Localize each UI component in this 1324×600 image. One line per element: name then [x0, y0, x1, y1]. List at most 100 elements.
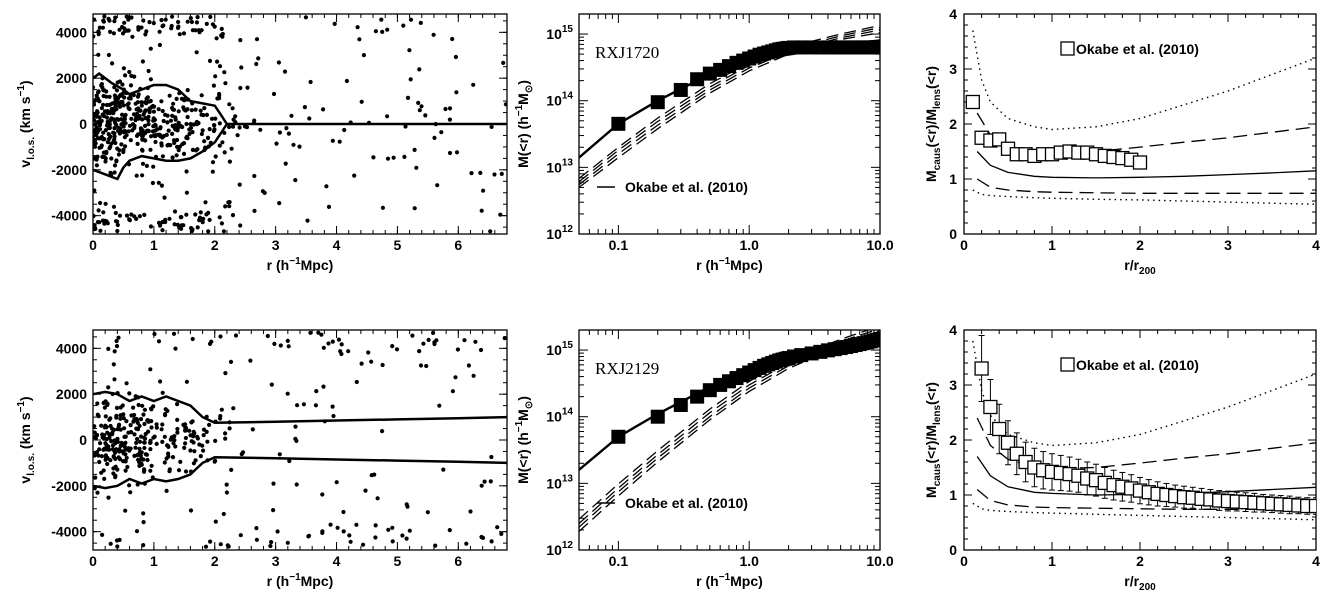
galaxy-point: [181, 141, 187, 146]
galaxy-point: [226, 544, 231, 549]
galaxy-point: [408, 17, 414, 22]
galaxy-point: [97, 136, 102, 141]
galaxy-point: [189, 439, 194, 444]
galaxy-point: [103, 159, 108, 164]
x-tick-label: 0: [960, 237, 968, 253]
galaxy-point: [337, 139, 342, 144]
galaxy-point: [238, 223, 243, 228]
galaxy-point: [185, 114, 190, 120]
mass-square: [650, 409, 665, 424]
galaxy-point: [184, 212, 189, 217]
galaxy-point: [210, 169, 215, 174]
galaxy-point: [182, 445, 187, 450]
galaxy-point: [116, 117, 121, 122]
galaxy-point: [104, 89, 109, 94]
galaxy-point: [203, 200, 208, 205]
galaxy-point: [479, 208, 484, 213]
galaxy-point: [140, 148, 145, 153]
x-axis-label: r (h−1Mpc): [267, 256, 334, 273]
galaxy-point: [295, 403, 300, 408]
x-tick-label: 3: [1224, 237, 1232, 253]
galaxy-point: [252, 118, 257, 123]
galaxy-point: [265, 333, 270, 339]
galaxy-point: [162, 434, 167, 439]
x-tick-label: 2: [1136, 553, 1144, 569]
galaxy-point: [401, 23, 406, 28]
galaxy-point: [159, 427, 164, 432]
galaxy-point: [334, 480, 339, 485]
galaxy-point: [122, 459, 127, 464]
galaxy-point: [93, 127, 98, 132]
galaxy-point: [489, 454, 494, 460]
galaxy-point: [170, 113, 175, 118]
galaxy-point: [418, 20, 423, 25]
galaxy-point: [402, 154, 407, 159]
galaxy-point: [135, 427, 141, 432]
galaxy-point: [115, 222, 120, 228]
galaxy-point: [380, 205, 385, 210]
galaxy-point: [404, 536, 409, 541]
galaxy-point: [285, 338, 290, 343]
galaxy-point: [148, 46, 153, 51]
galaxy-point: [116, 335, 121, 340]
galaxy-point: [277, 201, 282, 206]
galaxy-point: [158, 223, 163, 228]
galaxy-point: [190, 28, 195, 33]
galaxy-point: [198, 454, 203, 459]
galaxy-point: [142, 123, 148, 128]
galaxy-point: [400, 533, 405, 538]
galaxy-point: [421, 341, 426, 346]
galaxy-point: [109, 141, 114, 146]
galaxy-point: [423, 113, 428, 118]
galaxy-point: [293, 424, 298, 429]
caustic-lower: [92, 455, 508, 490]
galaxy-point: [142, 435, 147, 440]
galaxy-point: [185, 88, 190, 93]
galaxy-point: [149, 406, 154, 411]
galaxy-point: [101, 102, 106, 107]
galaxy-point: [220, 31, 225, 37]
galaxy-point: [97, 25, 102, 30]
mass-square: [873, 40, 880, 55]
galaxy-point: [361, 53, 366, 58]
galaxy-point: [250, 427, 255, 432]
galaxy-point: [121, 412, 126, 417]
galaxy-point: [371, 155, 376, 160]
galaxy-point: [142, 445, 147, 451]
galaxy-point: [336, 337, 341, 342]
galaxy-point: [380, 429, 385, 434]
galaxy-point: [435, 183, 440, 188]
galaxy-point: [277, 130, 282, 135]
galaxy-point: [195, 15, 200, 20]
galaxy-point: [154, 441, 159, 446]
galaxy-point: [207, 341, 213, 346]
y-tick-label: -2000: [51, 478, 87, 494]
y-tick-label: 2000: [56, 70, 87, 86]
galaxy-point: [228, 359, 234, 364]
galaxy-point: [124, 133, 129, 138]
galaxy-point: [252, 208, 257, 213]
galaxy-point: [117, 457, 123, 462]
galaxy-point: [157, 42, 162, 48]
x-tick-label: 2: [211, 237, 219, 253]
galaxy-point: [111, 471, 116, 476]
galaxy-point: [108, 111, 113, 116]
y-tick-label: 1013: [546, 473, 573, 491]
galaxy-point: [176, 24, 181, 29]
galaxy-point: [283, 161, 288, 166]
galaxy-point: [96, 52, 101, 57]
galaxy-point: [361, 542, 366, 547]
galaxy-point: [128, 490, 133, 495]
galaxy-point: [148, 447, 153, 452]
galaxy-point: [129, 212, 134, 217]
galaxy-point: [100, 435, 105, 440]
galaxy-point: [102, 405, 107, 410]
galaxy-point: [123, 73, 128, 78]
galaxy-point: [286, 344, 291, 349]
galaxy-point: [98, 441, 103, 446]
y-tick-label: 1012: [546, 540, 573, 558]
galaxy-point: [120, 99, 125, 104]
galaxy-point: [254, 526, 259, 531]
galaxy-point: [424, 363, 429, 369]
galaxy-point: [144, 101, 149, 106]
